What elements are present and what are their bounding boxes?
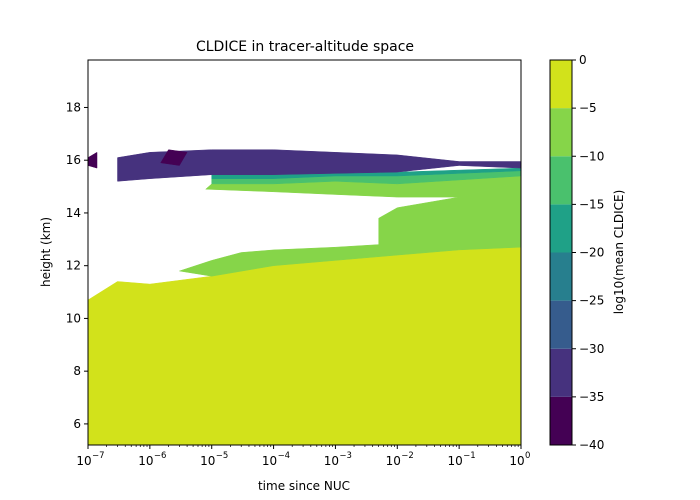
x-tick-exponent-0: −7: [92, 451, 105, 461]
colorbar-swatch-3: [550, 252, 572, 301]
colorbar-tick-label-8: −40: [579, 438, 604, 452]
colorbar-tick-label-7: −35: [579, 390, 604, 404]
y-axis-label: height (km): [39, 217, 53, 287]
y-tick-label-4: 14: [66, 206, 81, 220]
colorbar-swatch-6: [550, 108, 572, 157]
x-tick-exponent-7: 0: [525, 451, 530, 461]
colorbar-tick-label-6: −30: [579, 342, 604, 356]
x-tick-exponent-3: −4: [278, 451, 291, 461]
plot-frame: [87, 59, 522, 446]
colorbar-tick-label-3: −15: [579, 197, 604, 211]
colorbar-tick-label-5: −25: [579, 294, 604, 308]
colorbar-tick-label-0: 0: [579, 53, 587, 67]
colorbar-swatch-4: [550, 204, 572, 253]
x-tick-exponent-2: −5: [216, 451, 229, 461]
x-tick-label-3: 10: [262, 454, 277, 468]
chart-title: CLDICE in tracer-altitude space: [196, 39, 414, 55]
colorbar-tick-label-2: −10: [579, 149, 604, 163]
x-axis: 10 −7 10 −6 10 −5 10 −4 10 −3 10 −2 10 −1 10 0: [76, 445, 530, 468]
y-tick-label-5: 16: [66, 153, 81, 167]
colorbar-swatch-1: [550, 348, 572, 397]
x-tick-label-7: 10: [509, 454, 524, 468]
colorbar-label: log10(mean CLDICE): [612, 190, 626, 315]
plot-area: [87, 149, 522, 446]
x-tick-exponent-4: −3: [339, 451, 352, 461]
x-tick-exponent-1: −6: [154, 451, 167, 461]
x-tick-exponent-6: −1: [463, 451, 476, 461]
colorbar: 0 −5 −10 −15 −20 −25 −30 −35 −40: [549, 53, 604, 452]
x-tick-label-5: 10: [386, 454, 401, 468]
x-axis-label: time since NUC: [258, 479, 350, 493]
colorbar-tick-label-4: −20: [579, 246, 604, 260]
x-tick-label-2: 10: [200, 454, 215, 468]
y-axis: 6 8 10 12 14 16 18: [66, 100, 88, 431]
colorbar-swatch-2: [550, 300, 572, 349]
colorbar-swatch-5: [550, 156, 572, 205]
colorbar-swatch-7: [550, 60, 572, 109]
y-tick-label-3: 12: [66, 259, 81, 273]
x-tick-label-0: 10: [76, 454, 91, 468]
x-tick-label-4: 10: [324, 454, 339, 468]
colorbar-swatch-0: [550, 396, 572, 445]
x-tick-label-6: 10: [448, 454, 463, 468]
x-tick-exponent-5: −2: [401, 451, 414, 461]
colorbar-tick-label-1: −5: [579, 101, 597, 115]
x-tick-label-1: 10: [138, 454, 153, 468]
contour-region-7: [160, 149, 188, 166]
y-tick-label-1: 8: [73, 364, 81, 378]
y-tick-label-0: 6: [73, 417, 81, 431]
y-tick-label-6: 18: [66, 100, 81, 114]
y-tick-label-2: 10: [66, 311, 81, 325]
